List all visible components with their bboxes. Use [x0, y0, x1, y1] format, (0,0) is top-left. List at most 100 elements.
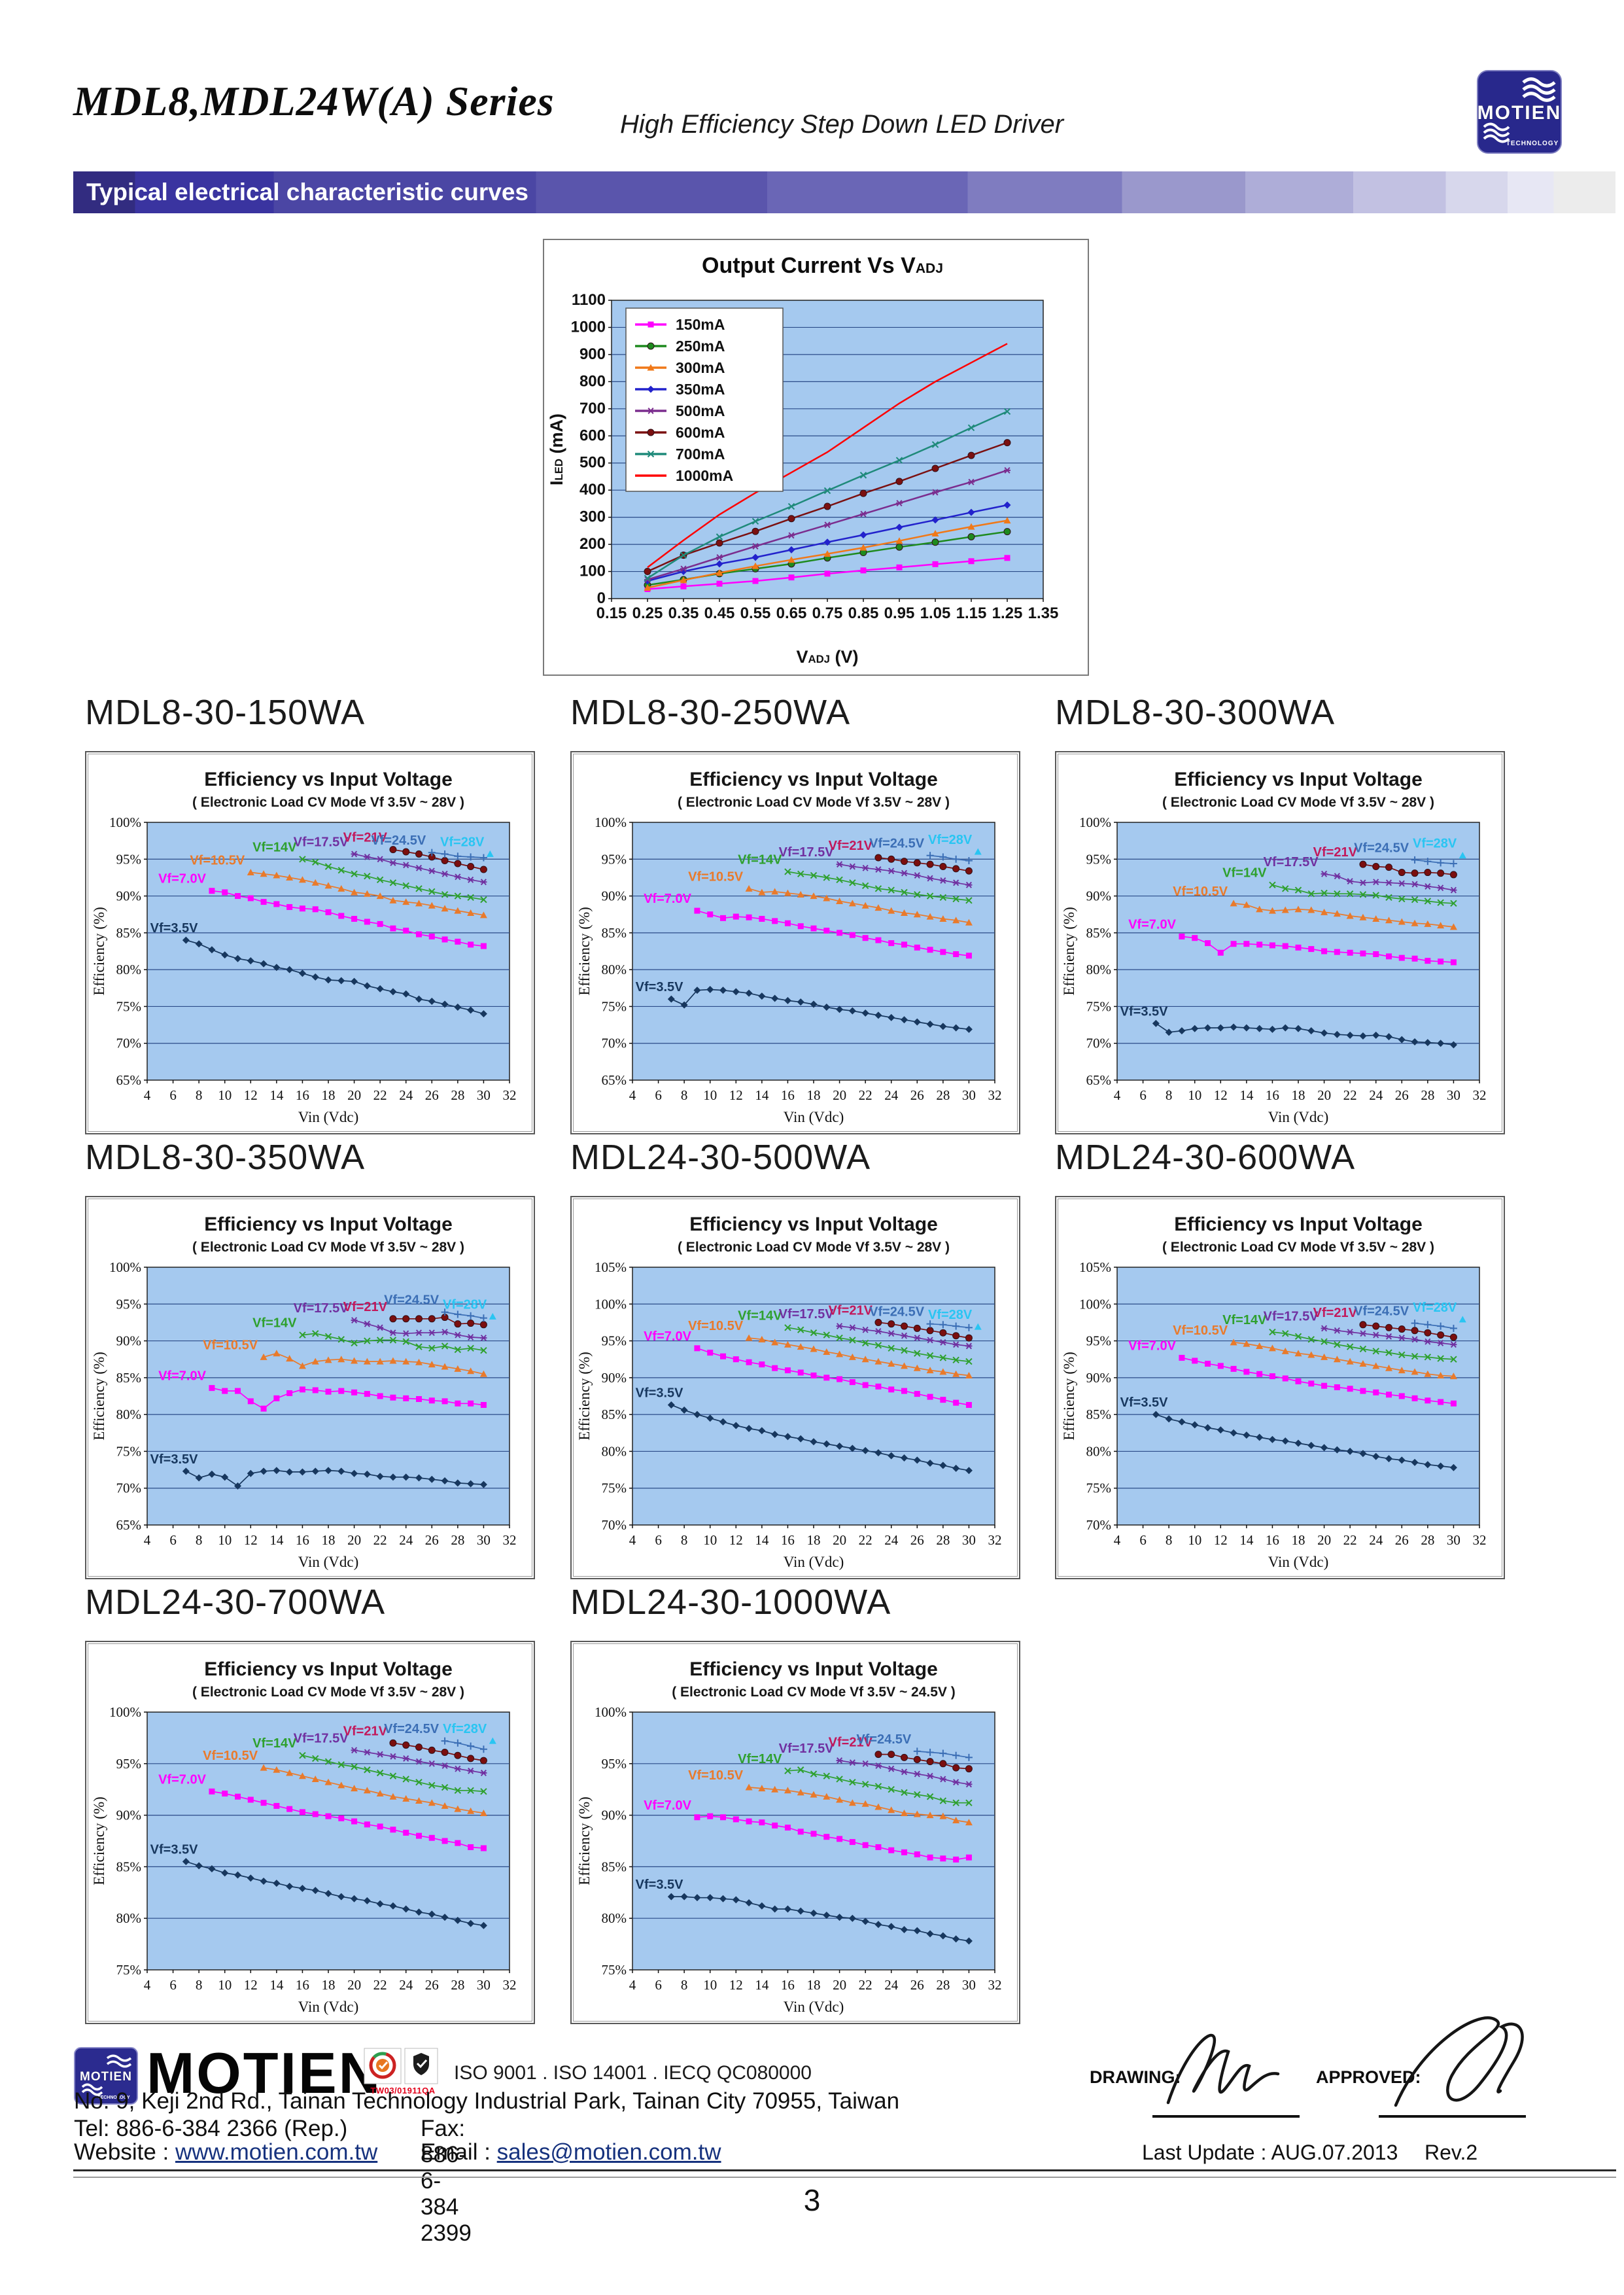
svg-text:70%: 70%: [1086, 1517, 1112, 1533]
website-link[interactable]: www.motien.com.tw: [175, 2139, 378, 2165]
email-link[interactable]: sales@motien.com.tw: [496, 2139, 721, 2165]
svg-text:14: 14: [755, 1532, 769, 1548]
svg-text:22: 22: [373, 1087, 387, 1103]
svg-text:30: 30: [962, 1087, 976, 1103]
logo-brand-text: MOTIEN: [1477, 102, 1562, 124]
svg-text:Efficiency vs Input Voltage: Efficiency vs Input Voltage: [1174, 769, 1423, 790]
svg-text:Vf=21V: Vf=21V: [1313, 845, 1358, 860]
svg-text:Efficiency (%): Efficiency (%): [91, 1796, 107, 1885]
approved-signature-line: [1379, 2115, 1526, 2118]
svg-text:4: 4: [629, 1087, 636, 1103]
svg-text:28: 28: [936, 1977, 950, 1993]
svg-text:Vf=24.5V: Vf=24.5V: [856, 1732, 912, 1747]
svg-text:Vf=14V: Vf=14V: [738, 852, 782, 867]
svg-text:Efficiency vs Input Voltage: Efficiency vs Input Voltage: [1174, 1214, 1423, 1235]
svg-text:95%: 95%: [116, 1296, 142, 1312]
svg-text:400: 400: [579, 481, 606, 499]
svg-text:20: 20: [347, 1087, 361, 1103]
svg-text:1100: 1100: [572, 291, 606, 309]
svg-text:Vf=17.5V: Vf=17.5V: [294, 1731, 349, 1745]
svg-text:8: 8: [1166, 1532, 1173, 1548]
svg-text:24: 24: [1369, 1532, 1383, 1548]
svg-text:Vf=21V: Vf=21V: [343, 831, 388, 845]
svg-text:95%: 95%: [602, 851, 627, 867]
svg-text:20: 20: [1317, 1532, 1331, 1548]
svg-text:20: 20: [833, 1087, 846, 1103]
svg-text:Vf=3.5V: Vf=3.5V: [150, 1452, 198, 1467]
svg-text:350mA: 350mA: [676, 381, 725, 398]
svg-text:Vf=24.5V: Vf=24.5V: [1354, 1305, 1409, 1319]
svg-text:8: 8: [196, 1977, 203, 1993]
svg-text:12: 12: [729, 1532, 743, 1548]
svg-text:Vf=10.5V: Vf=10.5V: [203, 1749, 258, 1763]
svg-text:Vf=21V: Vf=21V: [829, 1736, 873, 1750]
website-label: Website :: [74, 2139, 169, 2165]
svg-text:100%: 100%: [1079, 1296, 1111, 1312]
svg-text:105%: 105%: [1079, 1259, 1111, 1275]
svg-text:0.25: 0.25: [632, 604, 663, 622]
svg-text:Vf=24.5V: Vf=24.5V: [1354, 841, 1409, 855]
svg-text:4: 4: [1114, 1532, 1121, 1548]
chart-mdl8-30-150wa: 65% 70% 75% 80% 85% 90% 95% 100% 4 6 8 10 12 14 16 18 20…: [85, 751, 535, 1134]
svg-text:80%: 80%: [116, 1407, 142, 1422]
svg-text:18: 18: [322, 1977, 336, 1993]
svg-text:80%: 80%: [116, 962, 142, 977]
svg-text:0.45: 0.45: [704, 604, 735, 622]
svg-text:75%: 75%: [602, 1962, 627, 1978]
svg-text:14: 14: [755, 1977, 769, 1993]
svg-text:75%: 75%: [116, 1443, 142, 1459]
svg-text:12: 12: [1214, 1087, 1228, 1103]
svg-text:16: 16: [781, 1087, 795, 1103]
svg-text:22: 22: [1343, 1532, 1357, 1548]
page-number: 3: [803, 2183, 821, 2217]
footer-logo-brand: MOTIEN: [80, 2070, 132, 2084]
svg-text:26: 26: [1395, 1532, 1409, 1548]
svg-text:28: 28: [1421, 1087, 1434, 1103]
svg-text:Output Current Vs VADJ: Output Current Vs VADJ: [702, 253, 943, 278]
svg-text:700mA: 700mA: [676, 446, 725, 463]
svg-text:20: 20: [347, 1977, 361, 1993]
svg-text:Vin (Vdc): Vin (Vdc): [784, 1554, 844, 1570]
svg-text:Vf=14V: Vf=14V: [252, 840, 297, 854]
svg-text:75%: 75%: [602, 1480, 627, 1496]
footer-logo-sub: TECHNOLOGY: [97, 2095, 130, 2100]
svg-text:32: 32: [503, 1532, 517, 1548]
motien-logo: MOTIEN TECHNOLOGY: [1477, 70, 1562, 154]
svg-text:24: 24: [399, 1087, 413, 1103]
svg-text:85%: 85%: [1086, 1407, 1112, 1422]
svg-text:95%: 95%: [116, 851, 142, 867]
svg-text:Vf=3.5V: Vf=3.5V: [636, 1878, 683, 1892]
svg-text:Vf=3.5V: Vf=3.5V: [1120, 1004, 1168, 1019]
svg-text:900: 900: [579, 345, 606, 363]
svg-text:8: 8: [196, 1087, 203, 1103]
svg-text:10: 10: [218, 1087, 232, 1103]
svg-text:Vf=17.5V: Vf=17.5V: [779, 1742, 835, 1756]
svg-text:30: 30: [962, 1532, 976, 1548]
svg-text:85%: 85%: [116, 925, 142, 941]
svg-text:100%: 100%: [595, 1296, 627, 1312]
svg-text:26: 26: [910, 1087, 924, 1103]
svg-text:80%: 80%: [602, 1910, 627, 1926]
svg-text:10: 10: [703, 1532, 717, 1548]
svg-text:32: 32: [1473, 1087, 1487, 1103]
svg-text:85%: 85%: [602, 1407, 627, 1422]
svg-text:200: 200: [579, 535, 606, 553]
svg-text:4: 4: [144, 1087, 151, 1103]
svg-text:32: 32: [988, 1977, 1002, 1993]
svg-text:Efficiency vs Input Voltage: Efficiency vs Input Voltage: [689, 769, 938, 790]
svg-text:Vin (Vdc): Vin (Vdc): [784, 1109, 844, 1125]
logo-sub-text: TECHNOLOGY: [1506, 140, 1559, 147]
svg-text:20: 20: [347, 1532, 361, 1548]
svg-text:24: 24: [884, 1532, 899, 1548]
svg-text:Vf=28V: Vf=28V: [1413, 1301, 1457, 1315]
chart-mdl24-30-1000wa: 75% 80% 85% 90% 95% 100% 4 6 8 10 12 14 16 18 20 22 24 26…: [570, 1641, 1020, 2024]
svg-text:1.05: 1.05: [920, 604, 951, 622]
section-banner-label: Typical electrical characteristic curves: [86, 179, 528, 205]
svg-text:100%: 100%: [109, 1259, 141, 1275]
svg-text:24: 24: [1369, 1087, 1383, 1103]
svg-text:( Electronic Load CV Mode Vf 3: ( Electronic Load CV Mode Vf 3.5V ~ 28V …: [678, 1240, 950, 1255]
svg-text:Vf=10.5V: Vf=10.5V: [688, 1319, 744, 1333]
svg-text:90%: 90%: [1086, 888, 1112, 904]
svg-text:6: 6: [655, 1977, 662, 1993]
web-email-row: Website : www.motien.com.tw Email : sale…: [74, 2139, 721, 2165]
